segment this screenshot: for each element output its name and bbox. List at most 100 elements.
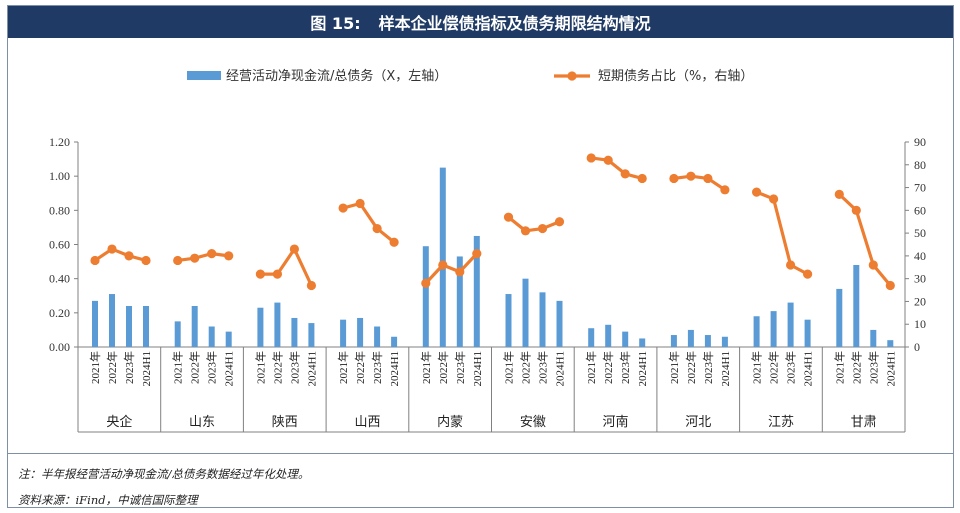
line-segment-5 bbox=[507, 215, 561, 233]
line-point-6-1 bbox=[603, 155, 613, 165]
right-tick-label: 10 bbox=[914, 317, 926, 331]
bar-8-1 bbox=[770, 311, 777, 347]
bar-1-2 bbox=[208, 326, 215, 347]
bar-9-1 bbox=[853, 265, 860, 347]
period-label: 2023年 bbox=[205, 351, 219, 384]
line-point-6-2 bbox=[620, 169, 630, 179]
left-tick-label: 0.80 bbox=[49, 203, 70, 217]
group-label: 内蒙 bbox=[437, 414, 463, 430]
bar-2-3 bbox=[308, 323, 315, 347]
line-point-9-1 bbox=[851, 205, 861, 215]
bar-6-0 bbox=[588, 328, 595, 347]
period-label: 2023年 bbox=[866, 351, 880, 384]
group-label: 河北 bbox=[685, 415, 711, 430]
period-label: 2021年 bbox=[336, 351, 350, 384]
line-point-1-3 bbox=[224, 251, 234, 261]
right-tick-label: 50 bbox=[914, 226, 926, 240]
bar-6-2 bbox=[622, 331, 629, 347]
line-point-4-1 bbox=[438, 260, 448, 270]
line-point-8-2 bbox=[786, 260, 796, 270]
line-point-3-2 bbox=[372, 223, 382, 234]
period-label: 2024H1 bbox=[306, 351, 318, 386]
group-label: 山东 bbox=[189, 415, 215, 430]
period-label: 2024H1 bbox=[555, 351, 567, 386]
line-segment-3 bbox=[342, 201, 396, 244]
period-label: 2022年 bbox=[849, 351, 863, 384]
bar-4-1 bbox=[439, 167, 446, 347]
line-point-8-3 bbox=[803, 269, 813, 279]
line-point-4-3 bbox=[472, 249, 482, 259]
period-label: 2021年 bbox=[584, 351, 598, 384]
line-point-3-0 bbox=[338, 203, 348, 213]
line-point-5-1 bbox=[520, 226, 531, 236]
period-label: 2021年 bbox=[832, 351, 846, 384]
line-point-8-0 bbox=[752, 187, 762, 197]
period-label: 2023年 bbox=[536, 351, 550, 384]
group-label: 甘肃 bbox=[851, 415, 877, 430]
left-tick-label: 0.40 bbox=[49, 272, 70, 286]
note-text: 注：半年报经营活动净现金流/总债务数据经过年化处理。 bbox=[18, 467, 310, 481]
bar-5-0 bbox=[505, 294, 512, 347]
period-label: 2021年 bbox=[667, 351, 681, 384]
period-label: 2024H1 bbox=[389, 351, 401, 386]
period-label: 2024H1 bbox=[720, 351, 732, 386]
figure-frame: 图 15: 样本企业偿债指标及债务期限结构情况 注：半年报经营活动净现金流/总债… bbox=[7, 5, 954, 508]
period-label: 2024H1 bbox=[803, 351, 815, 386]
left-tick-label: 0.60 bbox=[49, 238, 70, 252]
figure-title-bar: 图 15: 样本企业偿债指标及债务期限结构情况 bbox=[8, 6, 953, 38]
line-point-0-3 bbox=[141, 255, 151, 266]
source-text: 资料来源：iFind，中诚信国际整理 bbox=[18, 493, 198, 507]
bar-4-2 bbox=[456, 256, 463, 347]
line-segment-7 bbox=[673, 174, 726, 192]
right-tick-label: 90 bbox=[914, 135, 926, 149]
bar-1-1 bbox=[191, 306, 198, 347]
line-point-9-2 bbox=[868, 260, 878, 270]
line-point-5-2 bbox=[537, 223, 548, 234]
line-point-4-0 bbox=[421, 278, 431, 288]
line-point-4-2 bbox=[455, 267, 465, 277]
bar-0-1 bbox=[109, 294, 115, 347]
period-label: 2023年 bbox=[370, 351, 384, 384]
line-point-3-3 bbox=[389, 237, 399, 247]
period-label: 2024H1 bbox=[141, 351, 153, 386]
line-segment-4 bbox=[424, 252, 478, 285]
period-label: 2022年 bbox=[188, 351, 202, 384]
left-tick-label: 1.20 bbox=[49, 135, 70, 149]
group-label: 陕西 bbox=[272, 415, 298, 430]
period-label: 2021年 bbox=[419, 351, 433, 384]
bar-1-3 bbox=[225, 331, 232, 347]
bar-5-1 bbox=[522, 278, 529, 347]
line-point-2-2 bbox=[289, 244, 299, 254]
bar-4-3 bbox=[473, 235, 480, 347]
line-point-2-0 bbox=[255, 269, 265, 279]
right-tick-label: 30 bbox=[914, 272, 926, 286]
right-tick-label: 80 bbox=[914, 158, 926, 172]
bar-9-2 bbox=[870, 329, 877, 347]
period-label: 2021年 bbox=[253, 351, 267, 384]
bar-7-2 bbox=[704, 335, 711, 347]
period-label: 2024H1 bbox=[885, 351, 897, 386]
line-point-7-1 bbox=[686, 171, 696, 181]
bar-0-2 bbox=[126, 306, 132, 347]
figure-number: 图 15: bbox=[310, 14, 361, 33]
period-label: 2024H1 bbox=[637, 351, 649, 386]
figure-title: 样本企业偿债指标及债务期限结构情况 bbox=[378, 14, 651, 33]
period-label: 2021年 bbox=[88, 351, 102, 384]
right-tick-label: 20 bbox=[914, 294, 926, 308]
bar-8-3 bbox=[804, 319, 811, 347]
line-point-8-1 bbox=[769, 194, 779, 204]
period-label: 2023年 bbox=[701, 351, 715, 384]
line-point-7-2 bbox=[703, 173, 713, 184]
line-point-1-2 bbox=[207, 249, 217, 259]
line-segment-2 bbox=[260, 247, 313, 287]
left-tick-label: 0.00 bbox=[49, 340, 70, 354]
bar-5-2 bbox=[539, 292, 546, 347]
line-point-0-1 bbox=[107, 244, 117, 254]
line-point-7-3 bbox=[720, 185, 730, 195]
period-label: 2023年 bbox=[618, 351, 632, 384]
right-tick-label: 0 bbox=[914, 340, 920, 354]
notes-divider bbox=[8, 453, 953, 454]
line-segment-8 bbox=[756, 190, 809, 276]
line-point-0-0 bbox=[90, 255, 100, 266]
